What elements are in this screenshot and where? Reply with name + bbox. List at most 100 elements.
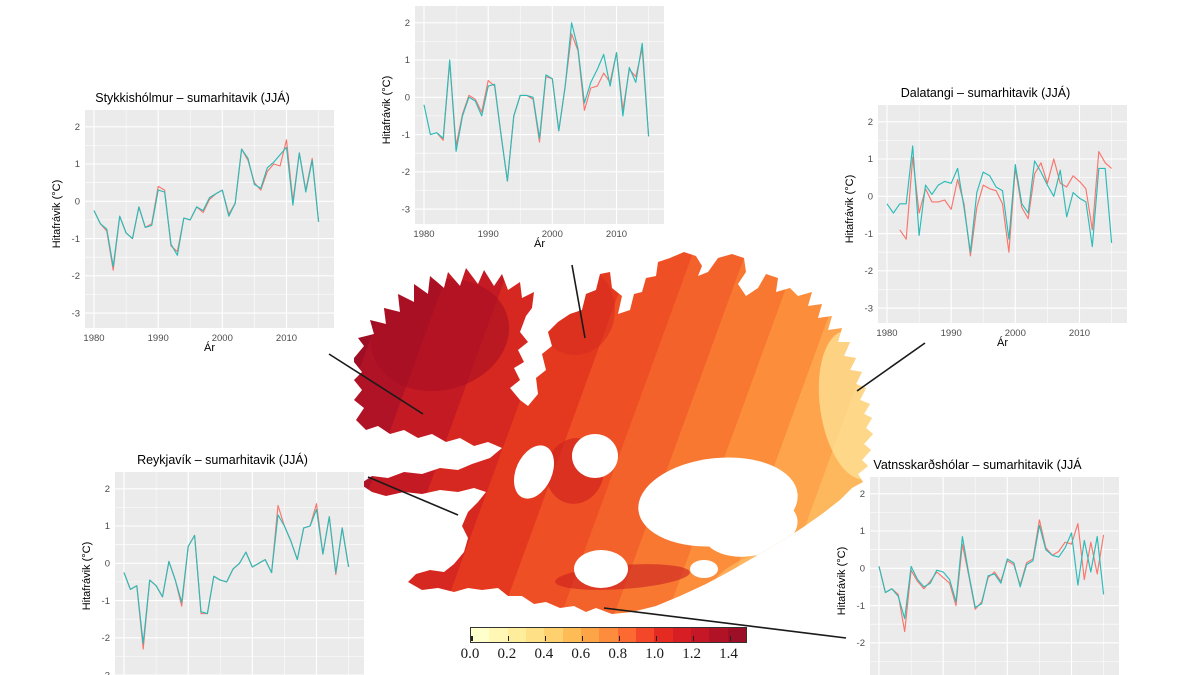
y-tick-label: 0	[860, 564, 865, 575]
colorbar-tick-label: 0.4	[534, 646, 554, 662]
panel-background	[85, 110, 334, 328]
colorbar-segment	[525, 628, 545, 642]
y-tick-label: 2	[868, 117, 873, 128]
colorbar-segment	[690, 628, 710, 642]
y-tick-label: 2	[105, 484, 110, 495]
y-tick-label: -3	[102, 670, 110, 675]
colorbar-segment	[709, 628, 728, 642]
y-tick-label: -1	[857, 601, 865, 612]
colorbar-segment	[580, 628, 600, 642]
y-tick-label: 2	[405, 18, 410, 29]
panel-background	[415, 6, 664, 224]
x-tick-label: 1990	[941, 328, 962, 339]
colorbar-tick-label: 0.2	[497, 646, 517, 662]
y-tick-label: 1	[105, 521, 110, 532]
series-line-teal-series	[423, 22, 650, 182]
y-tick-label: 2	[75, 122, 80, 133]
y-tick-label: 0	[75, 197, 80, 208]
y-tick-label: -2	[72, 271, 80, 282]
y-tick-label: -2	[402, 167, 410, 178]
y-tick-label: -1	[402, 130, 410, 141]
colorbar-segment	[654, 628, 673, 642]
map-dark-band-north	[535, 265, 615, 355]
series-line-teal-series	[123, 508, 350, 644]
x-tick-label: 2010	[276, 333, 297, 344]
colorbar-tick-mark	[544, 636, 547, 641]
chart-stykkisholmur: Stykkishólmur – sumarhitavik (JJÁ) Hitaf…	[45, 88, 340, 366]
y-tick-label: 1	[860, 526, 865, 537]
iceland-map	[354, 252, 873, 614]
colorbar-segment	[635, 628, 655, 642]
series-line-teal-series	[886, 145, 1113, 253]
y-tick-label: 2	[860, 489, 865, 500]
y-tick-label: -1	[72, 234, 80, 245]
colorbar-segment	[562, 628, 581, 642]
map-dark-band-northwest	[358, 263, 522, 407]
y-tick-label: 1	[868, 154, 873, 165]
y-tick-label: -2	[865, 266, 873, 277]
y-tick-label: 0	[868, 192, 873, 203]
chart-title: Dalatangi – sumarhitavik (JJÁ)	[900, 86, 1071, 100]
x-tick-label: 1980	[876, 328, 897, 339]
panel-background	[115, 472, 364, 675]
y-tick-label: 1	[405, 55, 410, 66]
y-tick-label: -1	[102, 596, 110, 607]
colorbar-segment	[599, 628, 618, 642]
colorbar-segments	[471, 628, 746, 642]
x-axis-label: Ár	[997, 337, 1008, 349]
x-axis-label: Ár	[534, 238, 545, 250]
colorbar-segment	[507, 628, 526, 642]
y-tick-label: 1	[75, 159, 80, 170]
colorbar-segment	[727, 628, 746, 642]
colorbar-tick-label: 1.4	[719, 646, 738, 662]
x-tick-label: 2010	[606, 229, 627, 240]
x-tick-label: 1980	[83, 333, 104, 344]
colorbar-tick-label: 1.0	[645, 646, 665, 662]
y-tick-label: -3	[865, 303, 873, 314]
x-tick-label: 1990	[478, 229, 499, 240]
chart-reykjavik: Reykjavík – sumarhitavik (JJÁ) Hitafrávi…	[75, 450, 370, 675]
chart-title: Reykjavík – sumarhitavik (JJÁ)	[137, 453, 308, 467]
colorbar-tick-label: 0.8	[608, 646, 628, 662]
colorbar-segment	[672, 628, 691, 642]
panel-background	[878, 105, 1127, 323]
glacier-hofsjokull	[572, 434, 618, 478]
colorbar-tick-mark	[729, 636, 732, 641]
chart-title: Stykkishólmur – sumarhitavik (JJÁ)	[95, 91, 290, 105]
colorbar-tick-mark	[618, 636, 621, 641]
x-axis-label: Ár	[204, 342, 215, 354]
colorbar-tick-mark	[507, 636, 510, 641]
colorbar-gradient-bar	[470, 627, 747, 643]
x-tick-label: 1990	[148, 333, 169, 344]
x-tick-label: 2000	[1005, 328, 1026, 339]
colorbar-segment	[489, 628, 508, 642]
colorbar-tick-label: 0.0	[460, 646, 480, 662]
series-line-teal-series	[878, 524, 1105, 620]
y-tick-label: 0	[405, 93, 410, 104]
chart-vatnsskardsholar: Vatnsskarðshólar – sumarhitavik (JJÁ Hit…	[830, 455, 1125, 675]
glacier-myrdalsjokull	[574, 550, 628, 588]
colorbar-tick-mark	[692, 636, 695, 641]
x-tick-label: 2000	[212, 333, 233, 344]
x-tick-label: 1980	[413, 229, 434, 240]
x-tick-label: 2010	[1069, 328, 1090, 339]
colorbar-tick-label: 1.2	[682, 646, 701, 662]
chart-title: Vatnsskarðshólar – sumarhitavik (JJÁ	[873, 458, 1082, 472]
y-tick-label: 0	[105, 559, 110, 570]
colorbar-tick-mark	[655, 636, 658, 641]
map-colorbar: 0.0 0.2 0.4 0.6 0.8 1.0 1.2 1.4	[461, 627, 747, 669]
chart-north-station: Hitafrávik (°C) 2 1 0 -1 -2 -3 1980 1990 2000 201…	[375, 0, 670, 262]
colorbar-tick-mark	[471, 636, 473, 641]
colorbar-tick-labels: 0.0 0.2 0.4 0.6 0.8 1.0 1.2 1.4	[461, 646, 747, 666]
colorbar-segment	[617, 628, 636, 642]
colorbar-tick-mark	[581, 636, 584, 641]
chart-dalatangi: Dalatangi – sumarhitavik (JJÁ) Hitafrávi…	[838, 83, 1133, 361]
y-tick-label: -2	[102, 633, 110, 644]
colorbar-tick-label: 0.6	[571, 646, 591, 662]
y-tick-label: -2	[857, 638, 865, 649]
